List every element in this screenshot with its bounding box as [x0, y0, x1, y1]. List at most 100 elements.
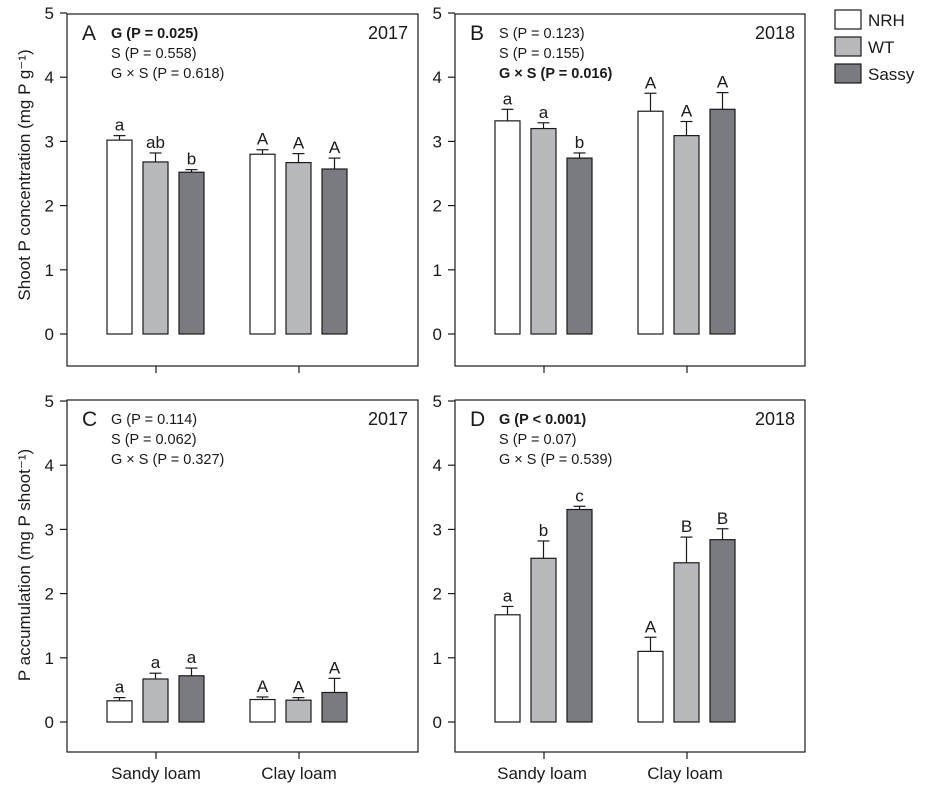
panel-b-sig-letter: A — [681, 101, 693, 120]
x-tick-label-right-sandy: Sandy loam — [497, 764, 587, 783]
panel-c-sig-letter: A — [293, 678, 305, 697]
panel-b-bar-sandy-loam-sassy — [566, 157, 593, 335]
panel-c-sig-letter: A — [257, 677, 269, 696]
panel-b-sig-letter: a — [539, 103, 549, 122]
panel-c-sig-letter: A — [329, 658, 341, 677]
panel-b-bar-sandy-loam-nrh — [494, 120, 521, 335]
panel-c-stat-2: S (P = 0.062) — [111, 432, 197, 448]
panel-d-y-tick-label: 4 — [433, 456, 442, 475]
panel-a-y-tick-label: 0 — [45, 325, 54, 344]
panel-d-stat-2: S (P = 0.07) — [499, 432, 577, 448]
panel-c-bar-sandy-loam-sassy — [178, 675, 205, 723]
panel-d-bar-clay-loam-nrh — [637, 650, 664, 723]
panel-d-bar-sandy-loam-nrh — [494, 614, 521, 723]
panel-d-y-tick-label: 0 — [433, 713, 442, 732]
panel-d-sig-letter: b — [539, 521, 548, 540]
legend-label-wt: WT — [868, 38, 894, 57]
panel-c-sig-letter: a — [187, 648, 197, 667]
panel-c-letter: C — [82, 408, 97, 431]
legend-swatch-sassy — [834, 63, 862, 84]
panel-a-stat-3: G × S (P = 0.618) — [111, 66, 224, 82]
panel-c-y-tick-label: 1 — [45, 649, 54, 668]
panel-d: 0 1 2 3 4 5 D 2018 G (P < 0.001) S (P = 0.07) G × … — [433, 392, 806, 759]
panel-a-bar-sandy-loam-nrh — [106, 139, 133, 335]
panel-a-sig-letter: a — [115, 116, 125, 135]
panel-b-sig-letter: A — [645, 73, 657, 92]
panel-c-bar-sandy-loam-wt — [142, 678, 169, 723]
panel-a-frame — [66, 13, 419, 367]
panel-c-y-tick-label: 2 — [45, 585, 54, 604]
panel-c-y-tick-label: 5 — [45, 392, 54, 411]
panel-a-bar-clay-loam-wt — [285, 161, 312, 335]
panel-b-letter: B — [470, 22, 484, 45]
panel-d-frame — [454, 399, 806, 753]
legend-label-nrh: NRH — [868, 11, 905, 30]
panel-c-y-tick-label: 4 — [45, 456, 54, 475]
panel-b-stat-1: S (P = 0.123) — [499, 26, 585, 42]
panel-b-y-tick-label: 1 — [433, 261, 442, 280]
panel-d-y-tick-label: 1 — [433, 649, 442, 668]
panel-a-y-tick-label: 2 — [45, 197, 54, 216]
panel-a-bar-clay-loam-sassy — [321, 168, 348, 335]
panel-d-sig-letter: B — [717, 509, 728, 528]
panel-d-bar-sandy-loam-wt — [530, 557, 557, 723]
panel-a-sig-letter: b — [187, 150, 196, 169]
y-axis-label-bottom: P accumulation (mg P shoot⁻¹) — [15, 449, 34, 681]
panel-a-bar-sandy-loam-wt — [142, 161, 169, 335]
panel-d-bar-sandy-loam-sassy — [566, 508, 593, 723]
x-tick-label-left-clay: Clay loam — [261, 764, 337, 783]
panel-d-sig-letter: c — [575, 486, 584, 505]
panel-a-sig-letter: A — [329, 138, 341, 157]
panel-c-y-tick-label: 3 — [45, 520, 54, 539]
legend-label-sassy: Sassy — [868, 65, 915, 84]
panel-b-bar-clay-loam-sassy — [709, 108, 736, 335]
panel-d-y-tick-label: 5 — [433, 392, 442, 411]
x-tick-label-left-sandy: Sandy loam — [111, 764, 201, 783]
panel-b-stat-2: S (P = 0.155) — [499, 46, 585, 62]
legend: NRH WT Sassy — [834, 9, 915, 84]
panel-d-bar-clay-loam-wt — [673, 562, 700, 723]
panel-a-y-tick-label: 3 — [45, 132, 54, 151]
panel-a-stat-1: G (P = 0.025) — [111, 26, 198, 42]
panel-a-sig-letter: A — [293, 134, 305, 153]
panel-c-y-tick-label: 0 — [45, 713, 54, 732]
panel-a-bar-sandy-loam-sassy — [178, 171, 205, 335]
panel-c-bar-clay-loam-sassy — [321, 691, 348, 723]
panel-a-letter: A — [82, 22, 96, 45]
panel-a-sig-letter: A — [257, 130, 269, 149]
panel-d-year: 2018 — [755, 409, 795, 429]
panel-a-y-tick-label: 1 — [45, 261, 54, 280]
panel-b-y-tick-label: 5 — [433, 4, 442, 23]
panel-d-letter: D — [470, 408, 485, 431]
panel-c-bar-clay-loam-wt — [285, 699, 312, 723]
panel-a: 0 1 2 3 4 5 A 2017 G (P = 0.025) S (P = 0.558) G ×… — [45, 4, 419, 373]
panel-b-sig-letter: a — [503, 89, 513, 108]
panel-b-sig-letter: A — [717, 73, 729, 92]
panel-c-sig-letter: a — [115, 678, 125, 697]
panel-b-y-tick-label: 3 — [433, 132, 442, 151]
panel-d-sig-letter: B — [681, 517, 692, 536]
panel-b-frame — [454, 13, 806, 367]
panel-b-year: 2018 — [755, 23, 795, 43]
panel-d-bar-clay-loam-sassy — [709, 539, 736, 723]
panel-d-sig-letter: a — [503, 586, 513, 605]
panel-d-y-tick-label: 3 — [433, 520, 442, 539]
panel-b-y-tick-label: 2 — [433, 197, 442, 216]
panel-d-sig-letter: A — [645, 617, 657, 636]
panel-a-sig-letter: ab — [146, 133, 165, 152]
panel-a-stat-2: S (P = 0.558) — [111, 46, 197, 62]
panel-a-year: 2017 — [368, 23, 408, 43]
legend-swatch-wt — [834, 36, 862, 57]
panel-d-stat-3: G × S (P = 0.539) — [499, 452, 612, 468]
panel-b-y-tick-label: 4 — [433, 68, 442, 87]
x-tick-label-right-clay: Clay loam — [647, 764, 723, 783]
panel-b-y-tick-label: 0 — [433, 325, 442, 344]
panel-d-stat-1: G (P < 0.001) — [499, 412, 586, 428]
panel-a-y-tick-label: 5 — [45, 4, 54, 23]
panel-a-y-tick-label: 4 — [45, 68, 54, 87]
panel-c-stat-3: G × S (P = 0.327) — [111, 452, 224, 468]
panel-c-year: 2017 — [368, 409, 408, 429]
panel-c-bar-clay-loam-nrh — [249, 698, 276, 723]
panel-a-bar-clay-loam-nrh — [249, 153, 276, 335]
